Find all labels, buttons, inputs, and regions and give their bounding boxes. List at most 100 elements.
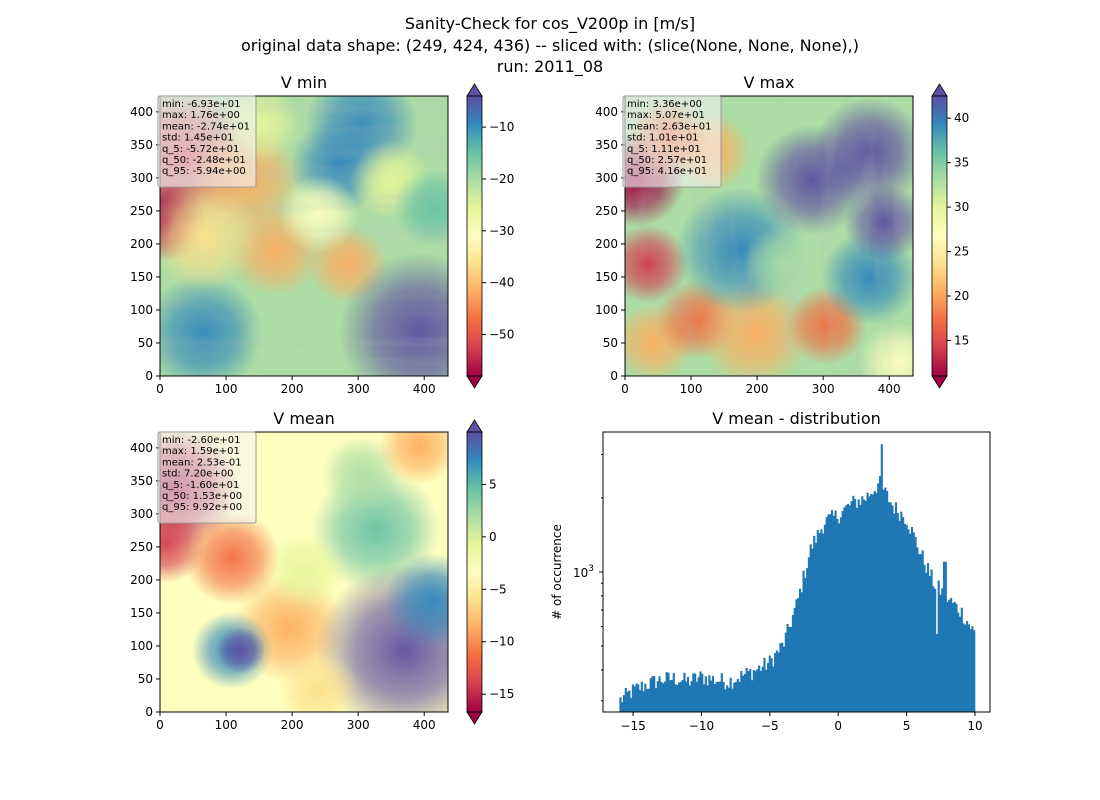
heatmap-region [378, 432, 448, 486]
histogram-bar [676, 684, 679, 712]
histogram-bar [914, 536, 917, 712]
histogram-bar [816, 529, 819, 712]
histogram-bar [852, 495, 855, 712]
histogram-bar [958, 616, 962, 712]
histogram-bar [656, 681, 659, 712]
colorbar-tick-label: 0 [489, 530, 497, 544]
x-tick-label: 100 [215, 718, 238, 732]
x-tick-label: 300 [347, 382, 370, 396]
histogram-bar [758, 665, 761, 712]
histogram-bar [697, 677, 700, 712]
histogram-bar [932, 586, 935, 712]
histogram-bar [777, 652, 780, 712]
histogram-bar [768, 655, 771, 712]
histogram-bar [937, 580, 940, 712]
histogram-bar [948, 599, 951, 712]
histogram-bar [733, 682, 736, 712]
histogram-bar [699, 671, 702, 712]
histogram-bar [830, 510, 834, 712]
histogram-bar [672, 673, 675, 712]
y-tick-label: 200 [130, 237, 153, 251]
histogram-bar [839, 517, 842, 712]
colorbar-tick-label: 20 [954, 289, 969, 303]
suptitle-line-2: original data shape: (249, 424, 436) -- … [241, 36, 859, 55]
histogram-bar [813, 535, 816, 712]
histogram-bar [967, 624, 970, 712]
stats-line: q_95: -5.94e+00 [162, 166, 246, 177]
histogram-bar [708, 675, 711, 712]
stats-line: std: 1.01e+01 [627, 133, 699, 144]
y-tick-label: 400 [130, 105, 153, 119]
histogram-bar [720, 673, 723, 712]
histogram-bar [875, 492, 878, 712]
colorbar-frame [931, 95, 948, 377]
histogram-bar [786, 624, 789, 712]
histogram-bar [660, 681, 663, 712]
histogram-bar [772, 666, 775, 712]
x-tick-label: 10 [967, 719, 982, 733]
histogram-bar [843, 507, 846, 712]
y-tick-label: 103 [573, 564, 594, 580]
histogram-bar [710, 680, 713, 712]
histogram-bar [715, 681, 718, 712]
histogram-bar [925, 572, 928, 712]
histogram-bar [747, 671, 750, 712]
y-tick-label: 100 [130, 639, 153, 653]
panel-title: V min [281, 73, 327, 92]
histogram-bar [718, 681, 722, 712]
histogram-bar [919, 554, 922, 712]
histogram-bar [749, 669, 752, 712]
x-tick-label: 100 [680, 382, 703, 396]
colorbar-tick-label: −40 [489, 276, 514, 290]
histogram-bar [766, 663, 770, 712]
colorbar: 15 20 25 30 35 40 [931, 83, 969, 389]
histogram-bar [969, 629, 972, 712]
y-axis-label: # of occurrence [550, 524, 564, 620]
histogram-bar [964, 624, 967, 712]
stats-line: q_50: 2.57e+01 [627, 155, 707, 166]
histogram-bar [791, 614, 794, 712]
histogram-bar [724, 689, 727, 712]
histogram-bar [935, 633, 938, 712]
histogram-bar [807, 557, 810, 712]
histogram-bar [971, 626, 974, 712]
histogram-bar [862, 499, 866, 712]
colorbar-extend-max [466, 83, 483, 97]
histogram-bar [823, 524, 826, 712]
x-tick-label: 300 [812, 382, 835, 396]
x-tick-label: 200 [281, 382, 304, 396]
histogram-bar [765, 669, 768, 712]
stats-line: q_5: -5.72e+01 [162, 144, 239, 155]
histogram-bar [928, 576, 931, 712]
histogram-bar [944, 561, 947, 712]
histogram-bar [834, 510, 837, 712]
colorbar-tick-label: −20 [489, 172, 514, 186]
x-tick-label: 0 [156, 718, 164, 732]
histogram-bar [690, 681, 693, 712]
heatmap-region [278, 650, 359, 712]
panel-title: V mean - distribution [712, 409, 881, 428]
histogram-bar [827, 514, 830, 712]
histogram-bar [788, 626, 791, 712]
histogram-bar [960, 607, 963, 712]
histogram-bar [873, 490, 876, 712]
x-tick-label: 200 [746, 382, 769, 396]
x-tick-label: 400 [878, 382, 901, 396]
histogram-bar [855, 507, 858, 712]
histogram-bar [804, 578, 807, 712]
histogram-bar [717, 681, 720, 712]
histogram-bar [806, 568, 809, 712]
histogram-bar [854, 498, 857, 712]
histogram-bar [905, 524, 908, 712]
histogram-bar [756, 669, 759, 712]
histogram-bar [966, 621, 969, 712]
colorbar-tick-label: 15 [954, 333, 969, 347]
histogram-bar [836, 519, 839, 712]
histogram-bar [934, 588, 937, 712]
histogram-bar [633, 686, 636, 712]
stats-line: mean: -2.74e+01 [162, 121, 250, 132]
x-tick-label: 0 [834, 719, 842, 733]
y-tick-label: 250 [595, 204, 618, 218]
stats-box-frame [157, 431, 257, 524]
